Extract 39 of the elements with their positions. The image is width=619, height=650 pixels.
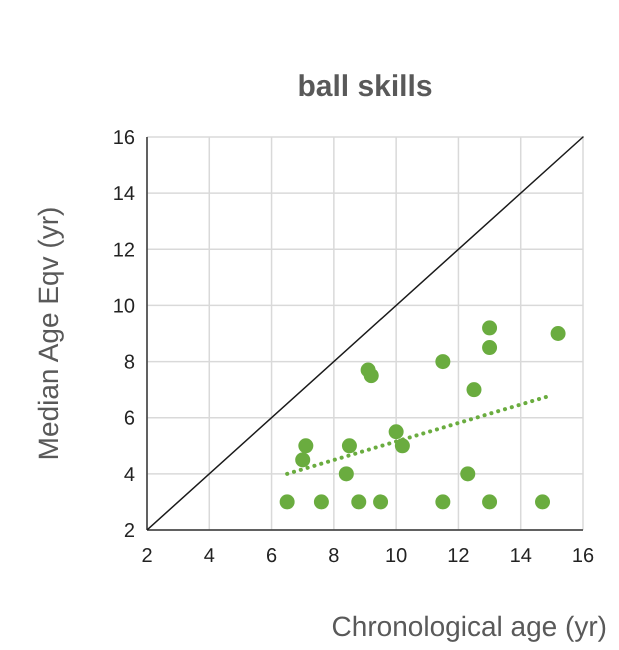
- y-tick-label: 12: [112, 239, 135, 262]
- point: [314, 494, 329, 510]
- chart-title: ball skills: [297, 70, 433, 103]
- x-tick-label: 6: [266, 545, 278, 567]
- point: [435, 494, 450, 510]
- point: [535, 494, 550, 510]
- point: [482, 320, 498, 336]
- y-tick-label: 6: [124, 408, 135, 430]
- y-tick-label: 2: [124, 520, 135, 542]
- y-axis-title: Median Age Eqv (yr): [33, 206, 64, 460]
- point: [298, 438, 314, 454]
- point: [460, 466, 476, 482]
- point: [373, 494, 388, 510]
- y-tick-label: 14: [112, 183, 135, 206]
- y-tick-label: 4: [124, 464, 135, 486]
- x-tick-label: 2: [141, 545, 153, 567]
- point: [364, 368, 379, 384]
- point: [338, 466, 354, 482]
- point: [342, 438, 357, 454]
- x-tick-label: 14: [510, 545, 532, 567]
- point: [295, 452, 310, 468]
- x-tick-label: 10: [385, 545, 408, 567]
- point: [482, 494, 498, 510]
- point: [466, 382, 482, 398]
- point: [482, 340, 498, 356]
- x-tick-label: 4: [204, 545, 215, 567]
- x-tick-label: 8: [328, 545, 340, 567]
- point: [351, 494, 366, 510]
- point: [394, 438, 410, 454]
- x-tick-label: 12: [447, 545, 470, 567]
- point: [388, 424, 404, 440]
- point: [280, 494, 295, 510]
- x-axis-title: Chronological age (yr): [332, 611, 607, 642]
- y-tick-label: 8: [124, 352, 135, 374]
- point: [435, 354, 450, 370]
- y-tick-label: 10: [112, 295, 135, 318]
- x-tick-label: 16: [572, 545, 594, 567]
- point: [550, 326, 566, 341]
- y-tick-label: 16: [112, 127, 135, 149]
